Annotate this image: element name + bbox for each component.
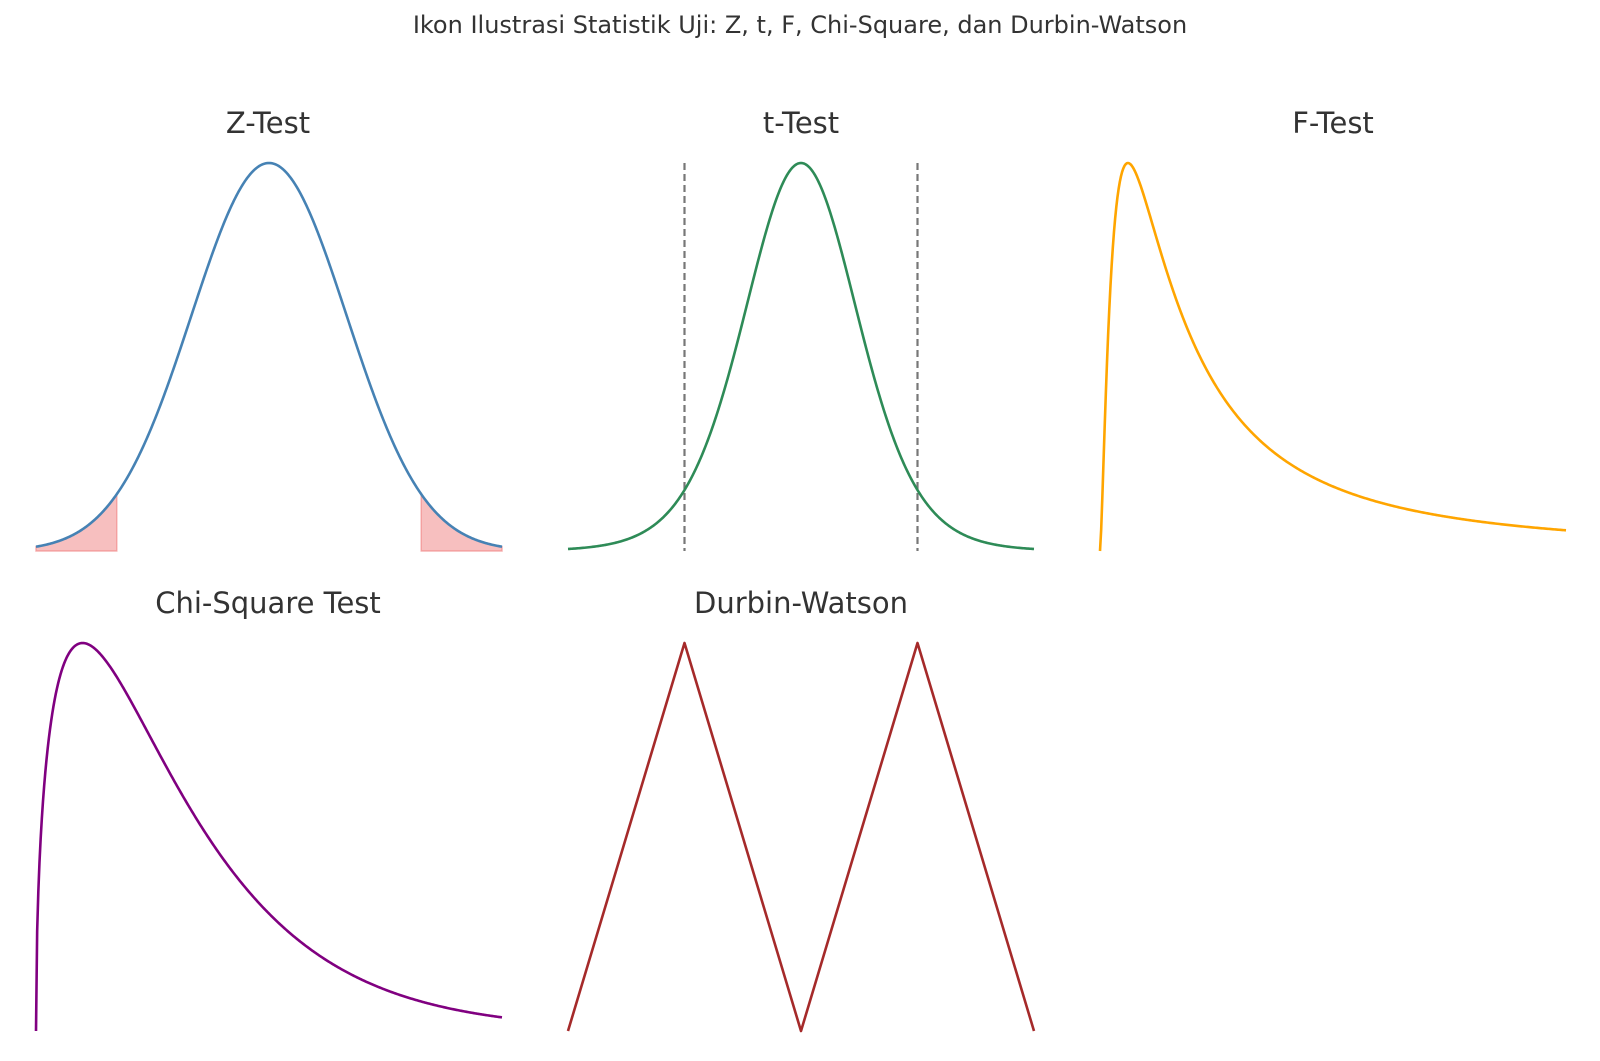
panel-f-test: F-Test bbox=[1098, 106, 1567, 552]
z-test-plot bbox=[35, 161, 503, 552]
series-line bbox=[566, 641, 1036, 1033]
series-line bbox=[567, 161, 1035, 551]
series-line bbox=[35, 161, 503, 548]
rejection-region-left bbox=[35, 491, 118, 552]
series-line bbox=[1098, 161, 1567, 552]
rejection-region-right bbox=[420, 491, 503, 552]
chi-square-test-title: Chi-Square Test bbox=[155, 586, 381, 620]
figure-title: Ikon Ilustrasi Statistik Uji: Z, t, F, C… bbox=[413, 11, 1187, 39]
panel-z-test: Z-Test bbox=[35, 106, 503, 552]
panel-t-test: t-Test bbox=[567, 106, 1035, 551]
f-test-plot bbox=[1098, 161, 1567, 552]
panel-durbin-watson: Durbin-Watson bbox=[566, 586, 1036, 1033]
durbin-watson-plot bbox=[566, 641, 1036, 1033]
panel-chi-square-test: Chi-Square Test bbox=[34, 586, 503, 1032]
durbin-watson-title: Durbin-Watson bbox=[694, 586, 908, 620]
t-test-title: t-Test bbox=[763, 106, 839, 140]
t-test-plot bbox=[567, 161, 1035, 551]
chi-square-plot bbox=[34, 641, 503, 1032]
f-test-title: F-Test bbox=[1292, 106, 1374, 140]
z-test-title: Z-Test bbox=[226, 106, 310, 140]
series-line bbox=[34, 641, 503, 1032]
